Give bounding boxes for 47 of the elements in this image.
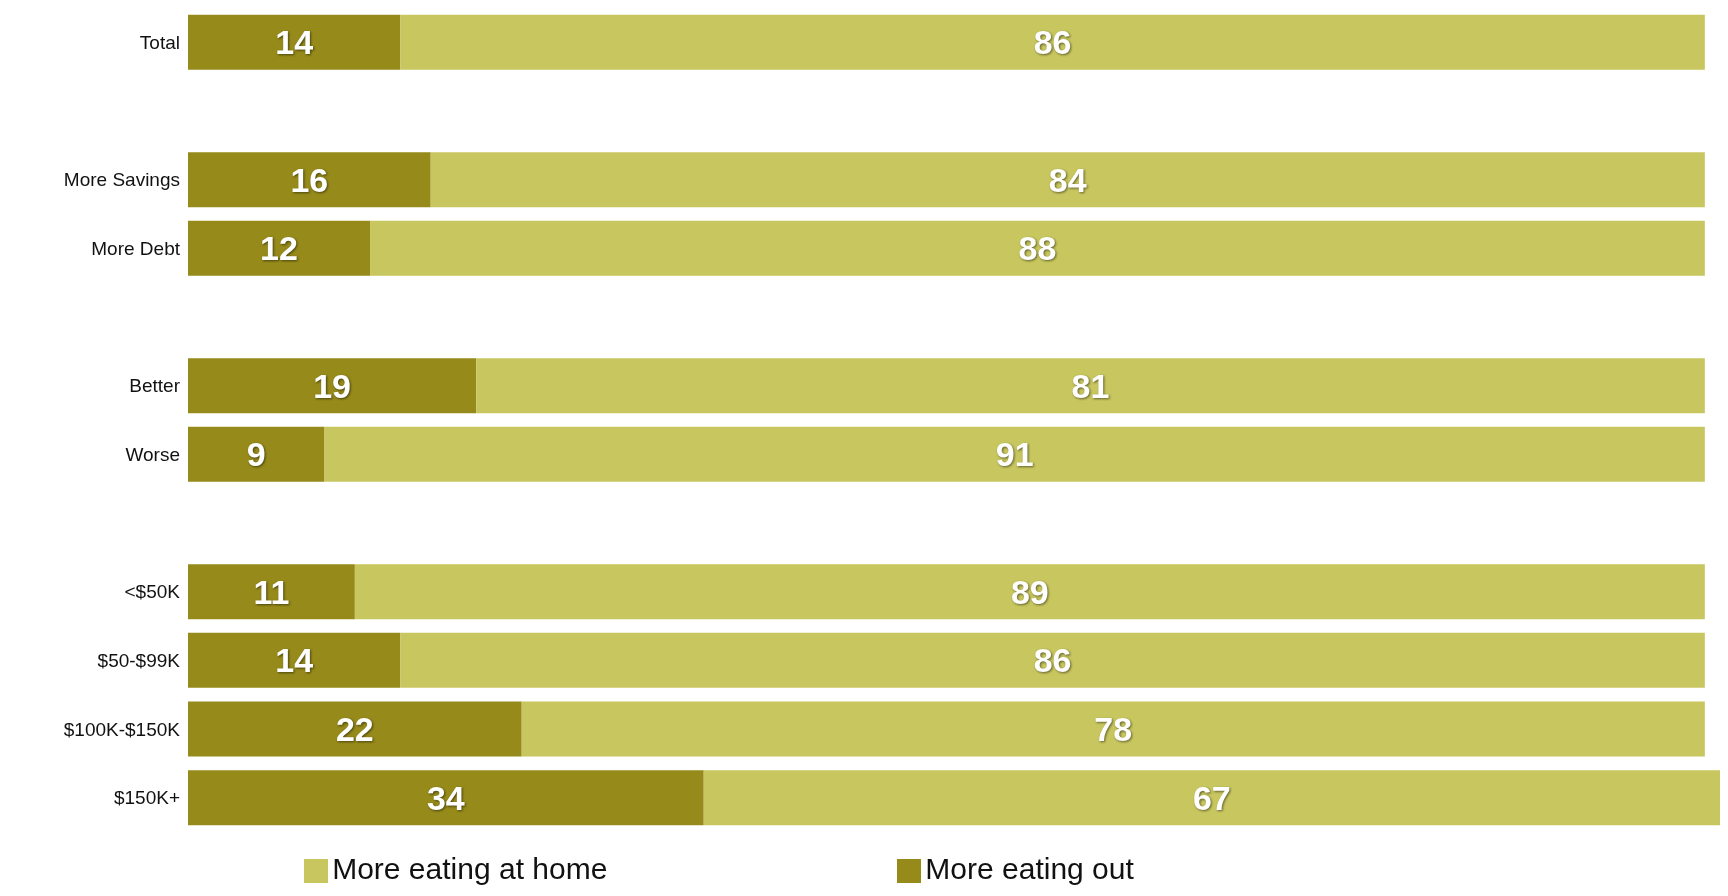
bar — [188, 564, 355, 620]
y-tick-label: $150K+ — [113, 787, 180, 809]
data-label: 19 — [313, 366, 352, 405]
legend-label: More eating at home — [332, 852, 608, 885]
bar — [188, 220, 371, 276]
bar — [400, 14, 1705, 70]
y-tick-label: Better — [129, 375, 181, 397]
data-label: 14 — [275, 23, 314, 62]
bar — [188, 632, 401, 688]
data-label: 91 — [995, 435, 1034, 474]
bar — [521, 701, 1705, 757]
y-tick-label: More Savings — [63, 169, 180, 191]
data-label: 34 — [426, 778, 465, 817]
data-label: 16 — [290, 160, 329, 199]
data-label: 22 — [335, 710, 374, 749]
bar — [370, 220, 1705, 276]
y-tick-label: More Debt — [91, 238, 181, 260]
y-tick-label: $100K-$150K — [63, 718, 181, 740]
data-label: 12 — [260, 229, 298, 268]
bar — [188, 770, 704, 826]
bar — [703, 770, 1720, 826]
data-label: 86 — [1033, 641, 1072, 680]
data-label: 78 — [1094, 710, 1133, 749]
bar — [188, 14, 401, 70]
y-tick-label: Total — [139, 32, 180, 54]
bar — [188, 152, 431, 208]
data-label: 14 — [275, 641, 314, 680]
y-tick-label: $50-$99K — [97, 650, 181, 672]
bar — [188, 701, 522, 757]
data-label: 9 — [246, 435, 266, 474]
bar — [400, 632, 1705, 688]
bar — [324, 426, 1705, 482]
data-label: 86 — [1033, 23, 1072, 62]
bar — [188, 358, 477, 414]
data-label: 11 — [253, 572, 290, 611]
legend-label: More eating out — [925, 852, 1134, 885]
data-label: 88 — [1018, 229, 1057, 268]
data-label: 67 — [1192, 778, 1231, 817]
bar — [430, 152, 1705, 208]
data-label: 81 — [1071, 366, 1110, 405]
bar — [476, 358, 1705, 414]
data-label: 89 — [1010, 572, 1049, 611]
bar — [188, 426, 325, 482]
y-tick-label: Worse — [125, 444, 180, 466]
data-label: 84 — [1048, 160, 1087, 199]
y-tick-label: <$50K — [124, 581, 181, 603]
bar — [354, 564, 1705, 620]
